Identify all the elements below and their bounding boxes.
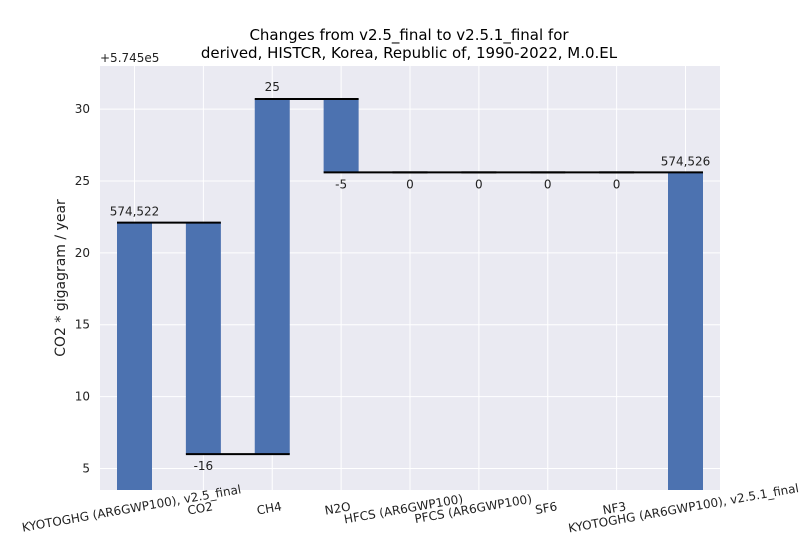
y-tick-label: 20 <box>75 246 90 260</box>
bar <box>323 99 359 173</box>
x-tick-label: SF6 <box>534 499 558 517</box>
data-label: 25 <box>265 80 280 94</box>
bar <box>254 99 290 455</box>
bar <box>668 172 703 491</box>
y-tick-label: 15 <box>75 318 90 332</box>
y-offset-label: +5.745e5 <box>100 51 159 65</box>
y-tick-label: 25 <box>75 174 90 188</box>
y-tick-label: 10 <box>75 390 90 404</box>
data-label: 0 <box>475 177 483 191</box>
data-label: -16 <box>194 459 214 473</box>
y-tick-label: 30 <box>75 102 90 116</box>
x-tick-label: CH4 <box>256 499 283 517</box>
chart-title-line1: Changes from v2.5_final to v2.5.1_final … <box>249 26 569 44</box>
x-tick-label: NF3 <box>602 499 628 517</box>
data-label: 574,526 <box>661 154 711 168</box>
data-label: 0 <box>544 177 552 191</box>
chart-title-line2: derived, HISTCR, Korea, Republic of, 199… <box>200 44 618 62</box>
bar <box>185 222 221 455</box>
bars <box>117 99 703 491</box>
y-tick-label: 5 <box>82 461 90 475</box>
y-axis-label: CO2 * gigagram / year <box>53 199 69 357</box>
x-tick-label: CO2 <box>186 499 214 517</box>
data-label: -5 <box>335 177 347 191</box>
y-tick-labels: 5 10 15 20 25 30 <box>75 102 90 475</box>
data-label: 0 <box>406 177 414 191</box>
x-tick-label: N2O <box>324 499 352 517</box>
data-label: 0 <box>613 177 621 191</box>
bar <box>117 222 152 490</box>
data-label: 574,522 <box>110 205 160 219</box>
connector-lines <box>117 98 703 456</box>
data-labels: 574,522 -16 25 -5 0 0 0 0 574,526 <box>110 80 711 473</box>
